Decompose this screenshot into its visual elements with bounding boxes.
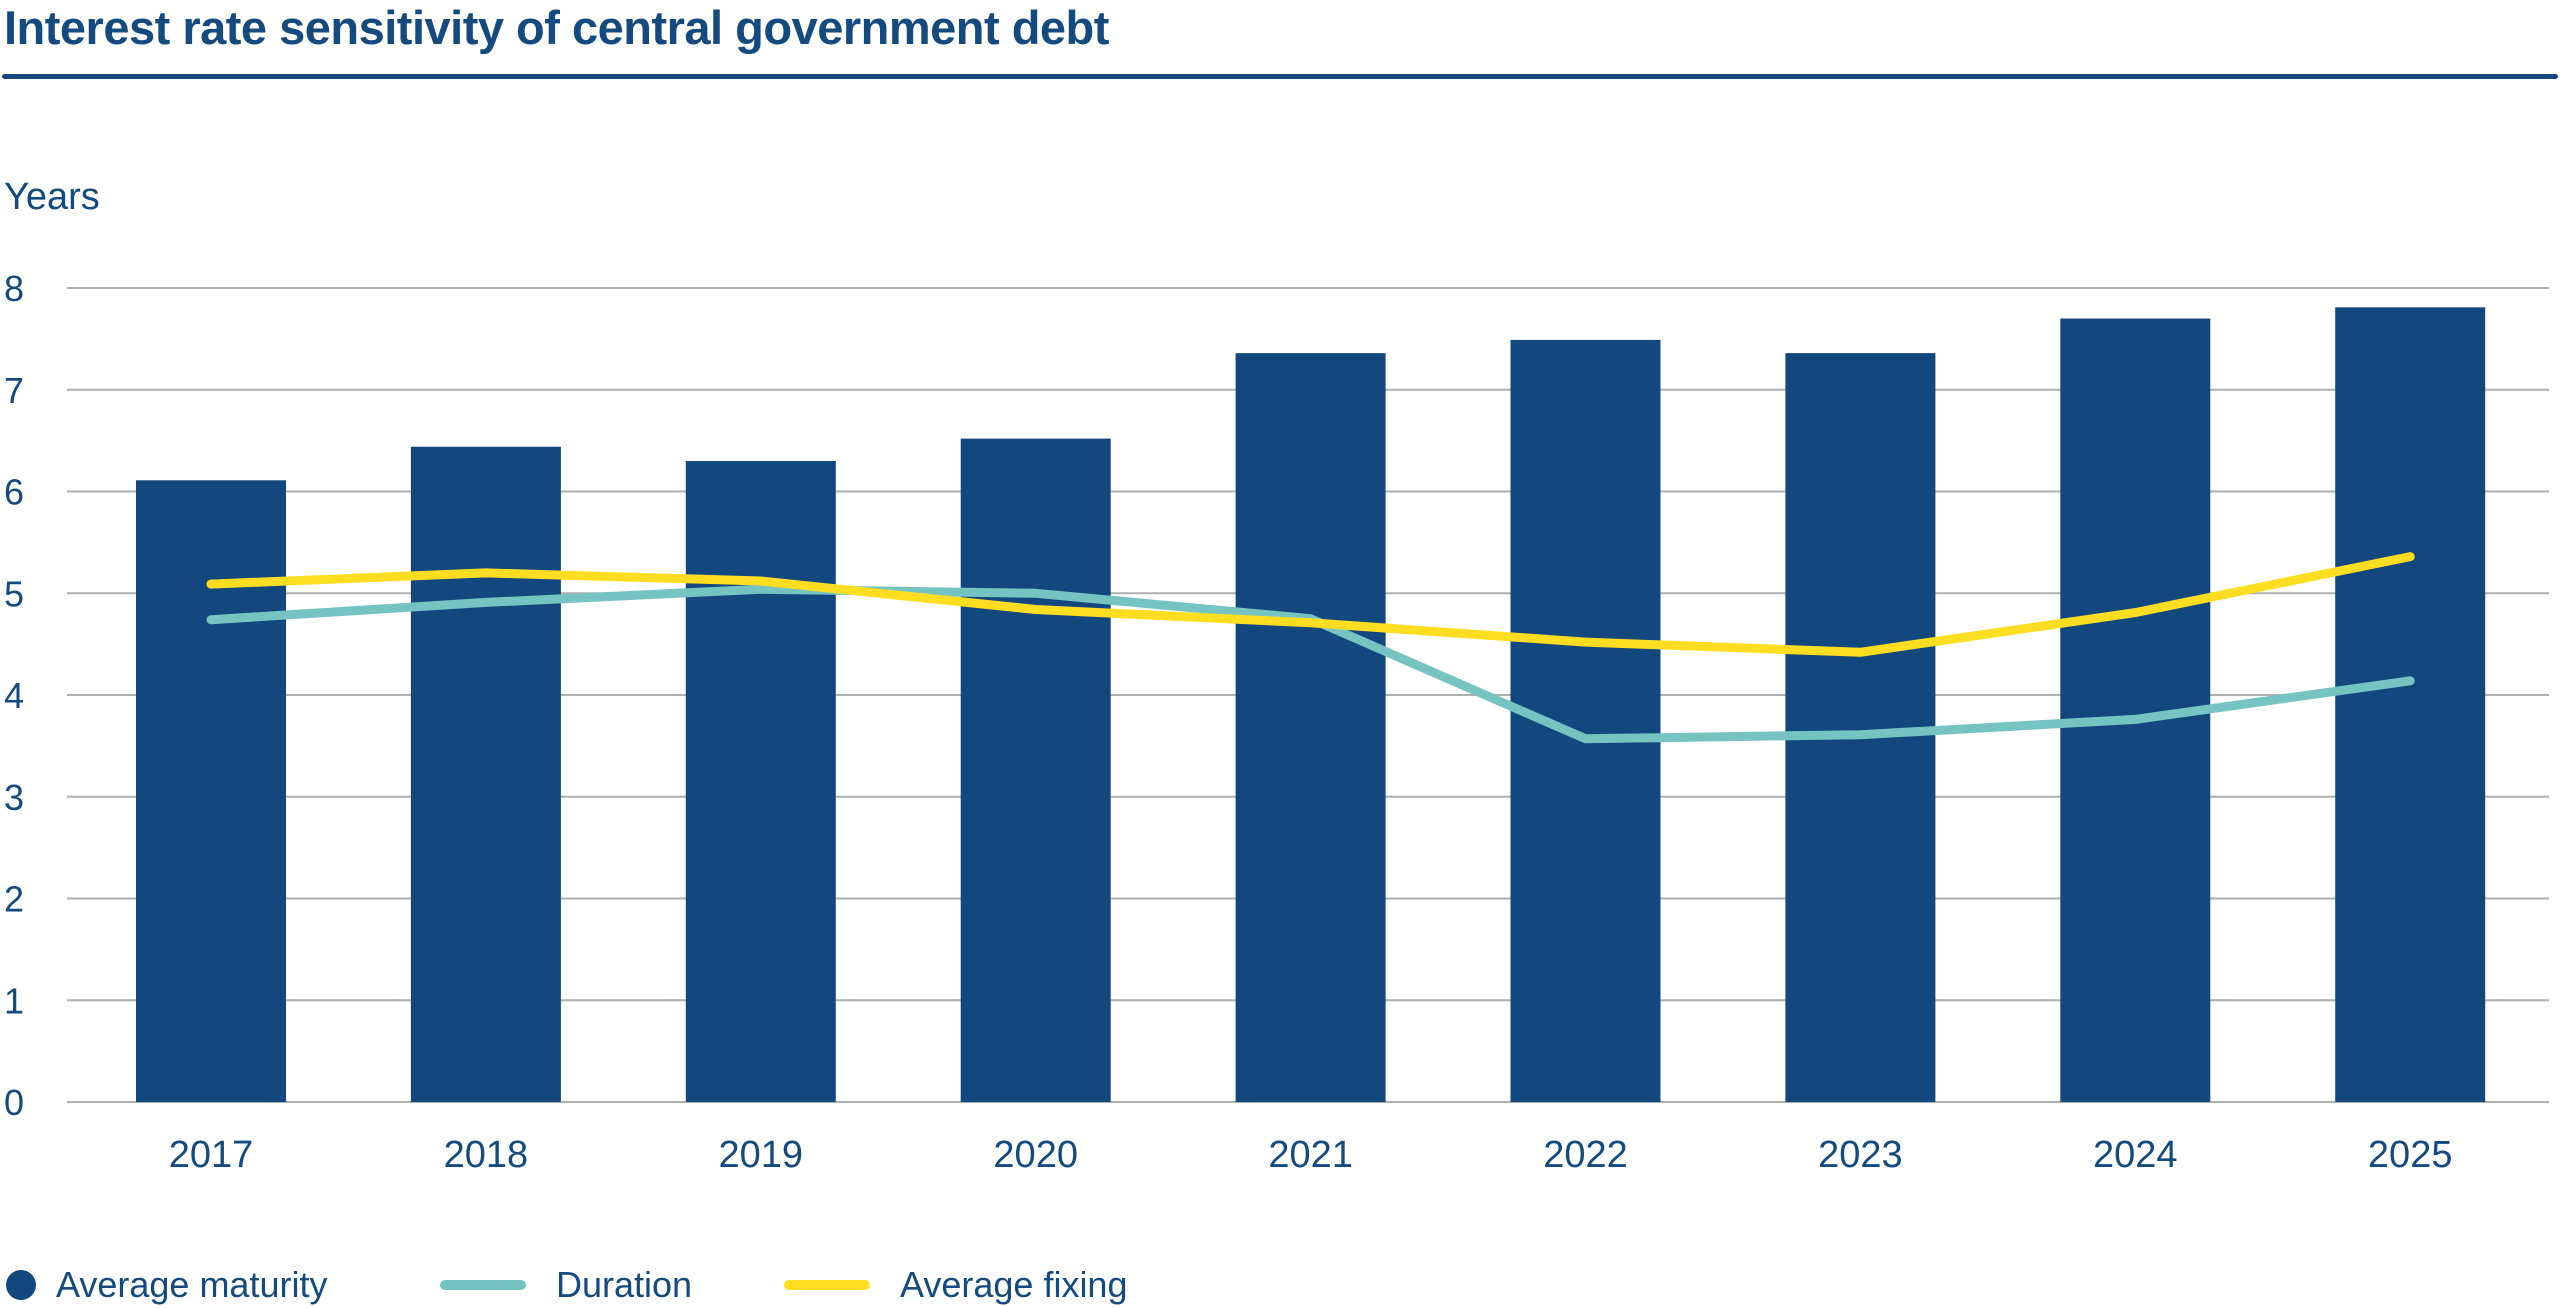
bar-2025 [2335, 307, 2485, 1102]
x-tick-label: 2018 [444, 1134, 529, 1176]
bar-2017 [136, 480, 286, 1102]
legend-label: Duration [556, 1264, 692, 1306]
x-tick-label: 2023 [1818, 1134, 1903, 1176]
y-tick-label: 8 [4, 268, 24, 309]
y-tick-label: 1 [4, 980, 24, 1021]
y-tick-labels: 0 1 2 3 4 5 6 7 8 [4, 268, 24, 1123]
legend-circle-icon [6, 1270, 36, 1300]
x-tick-label: 2022 [1543, 1134, 1628, 1176]
bar-2020 [961, 439, 1111, 1102]
y-tick-label: 0 [4, 1082, 24, 1123]
y-tick-label: 6 [4, 472, 24, 513]
legend-line-icon [440, 1280, 526, 1290]
legend-label: Average maturity [56, 1264, 327, 1306]
x-tick-label: 2017 [169, 1134, 254, 1176]
y-tick-label: 3 [4, 777, 24, 818]
bar-2018 [411, 447, 561, 1102]
legend-item-average-fixing: Average fixing [784, 1262, 1127, 1308]
legend: Average maturity Duration Average fixing [0, 1262, 1300, 1308]
y-tick-label: 4 [4, 675, 24, 716]
x-tick-label: 2021 [1268, 1134, 1353, 1176]
x-tick-label: 2025 [2368, 1134, 2453, 1176]
legend-item-duration: Duration [440, 1262, 692, 1308]
y-tick-label: 2 [4, 879, 24, 920]
legend-line-icon [784, 1280, 870, 1290]
x-tick-label: 2024 [2093, 1134, 2178, 1176]
bars-average-maturity [136, 307, 2485, 1102]
x-tick-label: 2019 [719, 1134, 804, 1176]
y-tick-label: 5 [4, 573, 24, 614]
bar-2019 [686, 461, 836, 1102]
legend-label: Average fixing [900, 1264, 1127, 1306]
y-tick-label: 7 [4, 370, 24, 411]
bar-2022 [1511, 340, 1661, 1102]
legend-item-average-maturity: Average maturity [6, 1262, 327, 1308]
x-tick-label: 2020 [993, 1134, 1078, 1176]
bar-2021 [1236, 353, 1386, 1102]
x-tick-labels: 2017 2018 2019 2020 2021 2022 2023 2024 2025 [169, 1134, 2453, 1176]
